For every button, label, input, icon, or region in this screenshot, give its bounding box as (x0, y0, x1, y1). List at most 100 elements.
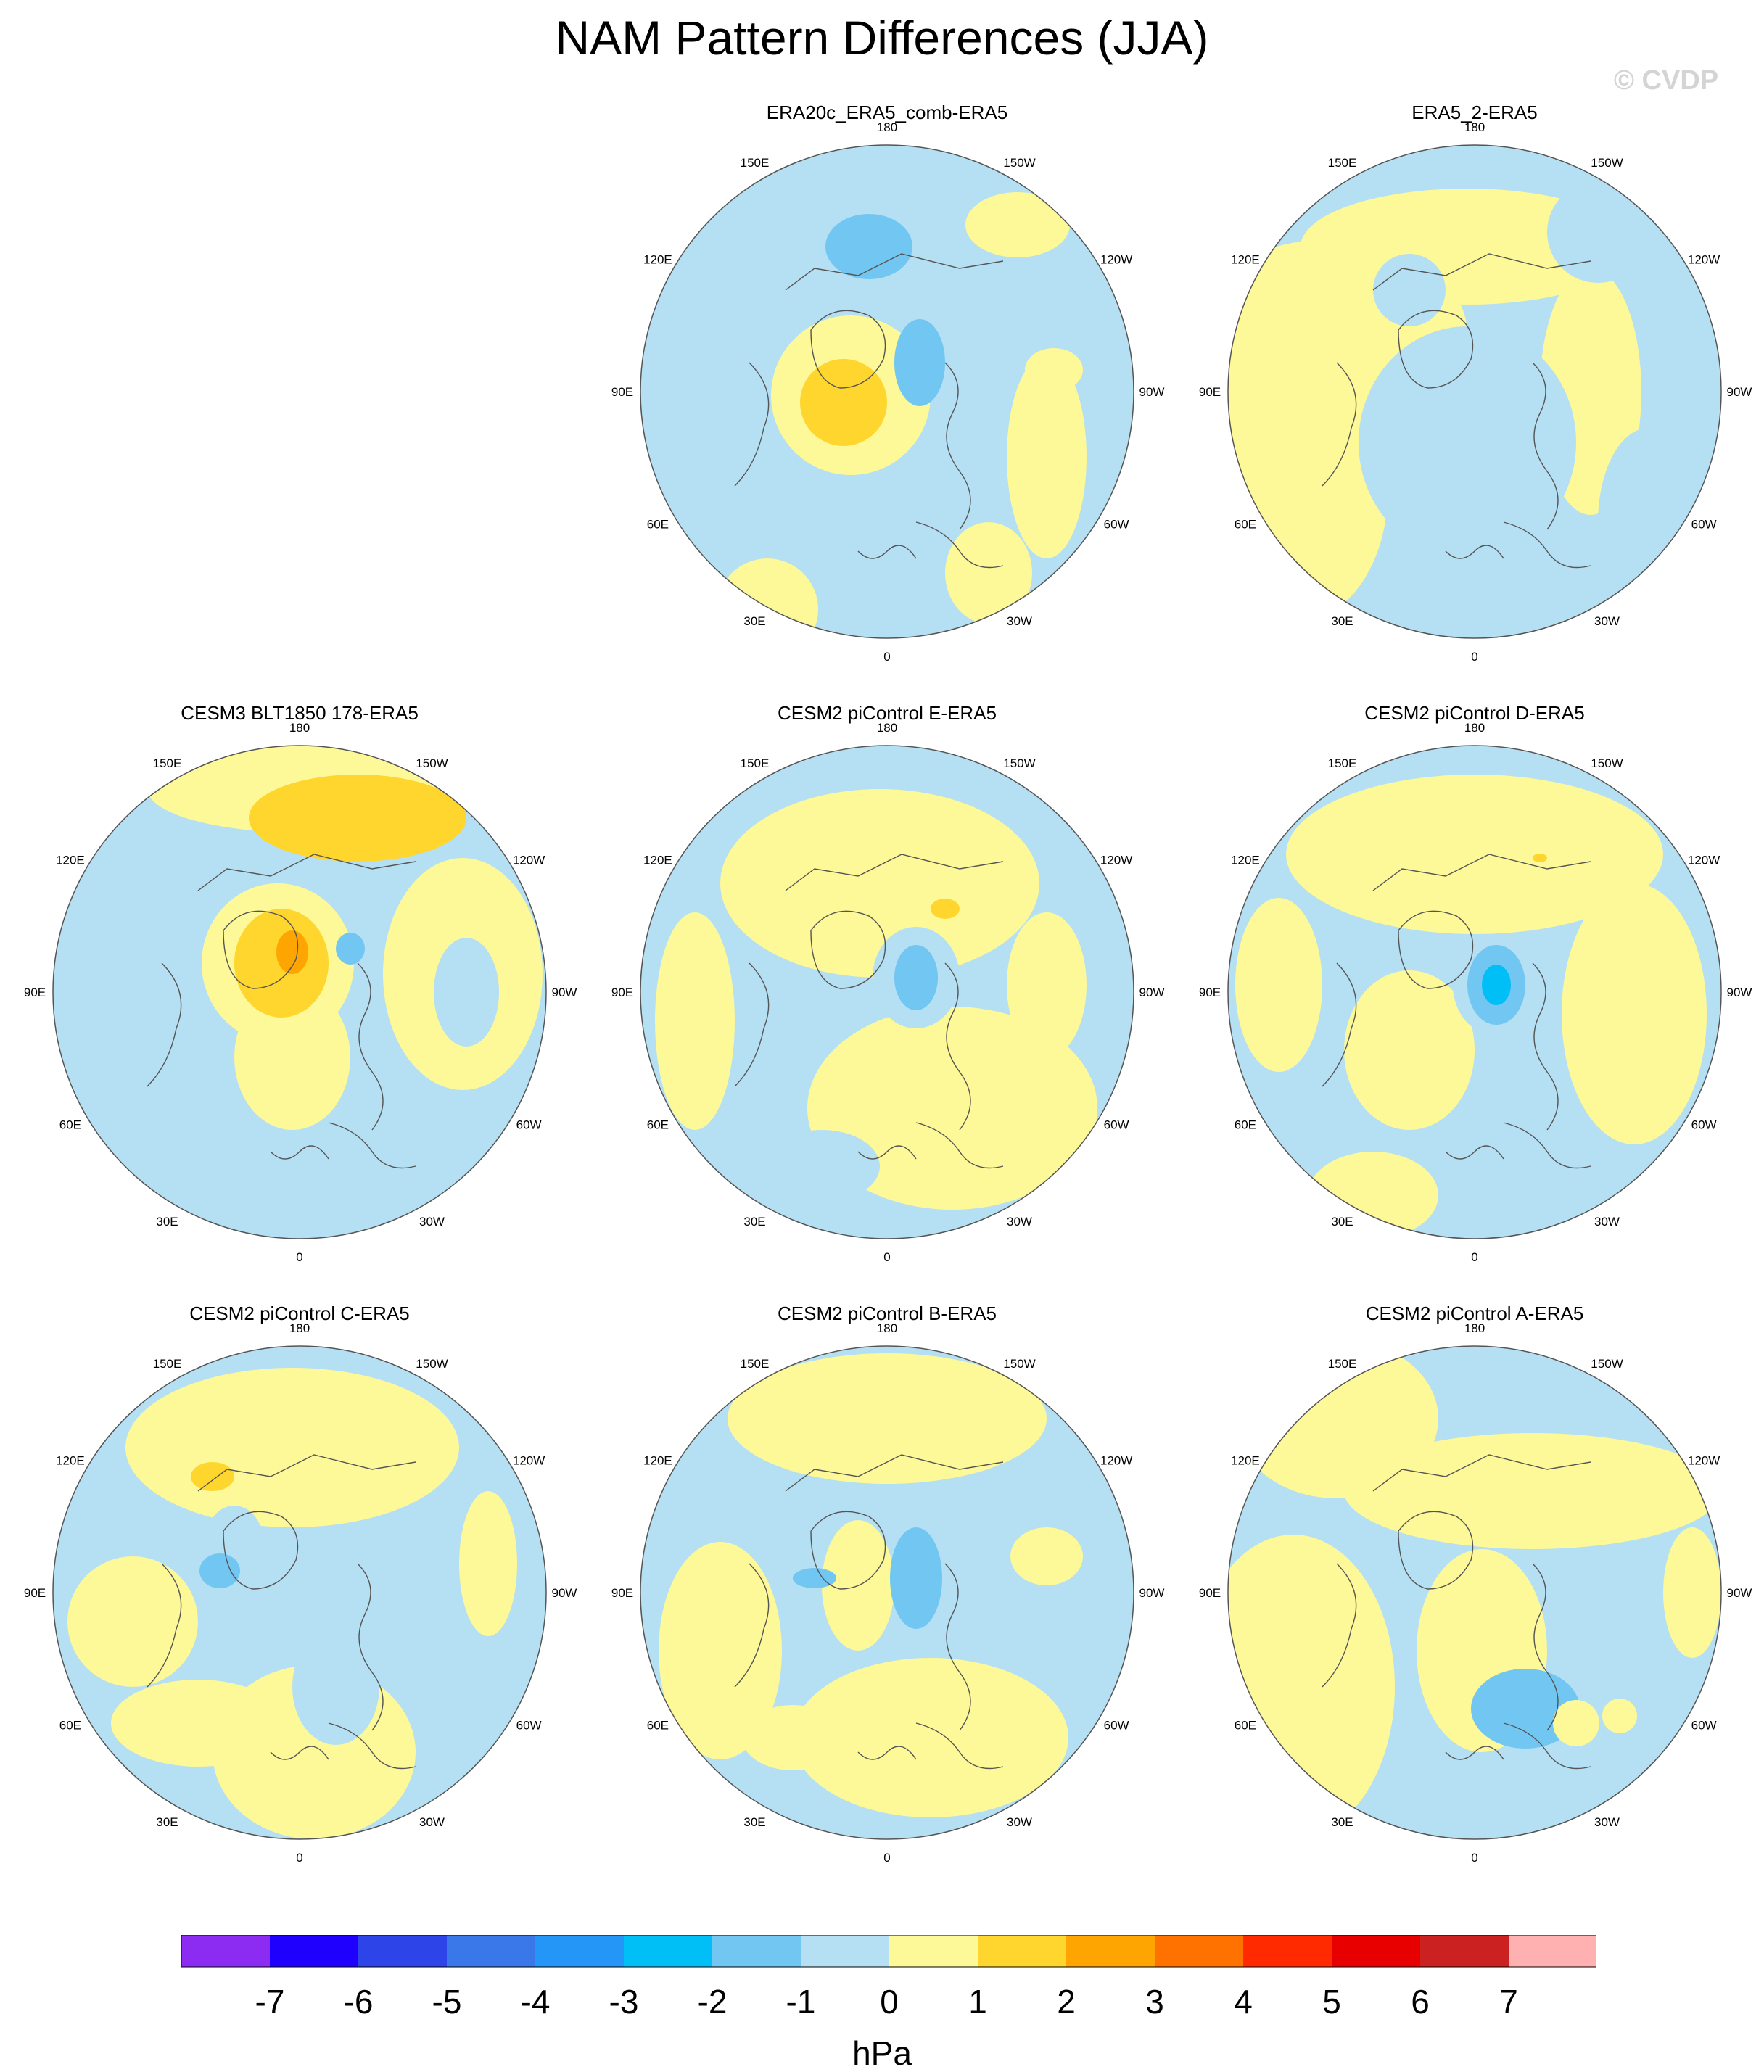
coastline (1372, 253, 1591, 291)
longitude-label: 150W (1003, 756, 1035, 770)
longitude-label: 0 (883, 650, 890, 664)
coastline (915, 1722, 1004, 1770)
field-region (276, 930, 308, 974)
colorbar-swatch (181, 1935, 270, 1967)
coastline (1322, 362, 1357, 487)
colorbar-tick-label: 6 (1411, 1983, 1430, 2021)
colorbar-tick-label: -1 (786, 1983, 816, 2021)
longitude-label: 150E (153, 1357, 182, 1371)
field-region (764, 1130, 880, 1202)
coastline (944, 962, 971, 1131)
colorbar-swatch (270, 1935, 358, 1967)
longitude-label: 180 (877, 1321, 897, 1335)
map-boundary (640, 1345, 1134, 1840)
field-region (67, 1556, 198, 1687)
map-boundary (1227, 1345, 1722, 1840)
colorbar-tick-label: 4 (1234, 1983, 1253, 2021)
field-region (1471, 1669, 1580, 1749)
field-region (1663, 261, 1721, 421)
colorbar-swatch (801, 1935, 889, 1967)
polar-map: 180 150E 120E 90E 60E 30E 0 30W 60W 90W 120W 150W (1199, 1321, 1752, 1865)
longitude-label: 150W (416, 1357, 448, 1371)
longitude-label: 0 (1471, 1851, 1477, 1865)
longitude-label: 30W (1594, 1815, 1620, 1829)
field-region (1663, 1527, 1721, 1658)
longitude-label: 60E (59, 1719, 81, 1733)
longitude-label: 30E (1331, 1215, 1353, 1229)
longitude-label: 120W (1688, 253, 1720, 267)
longitude-label: 0 (883, 1851, 890, 1865)
longitude-label: 90E (24, 986, 46, 999)
colorbar-tick-label: -2 (698, 1983, 728, 2021)
colorbar-swatch (1155, 1935, 1243, 1967)
coastline (328, 1722, 416, 1770)
longitude-label: 60W (1104, 1118, 1129, 1132)
polar-map: 180 150E 120E 90E 60E 30E 0 30W 60W 90W 120W 150W (1199, 721, 1752, 1264)
coastline (915, 1122, 1004, 1169)
field-region (459, 1491, 517, 1636)
field-region (1533, 854, 1547, 862)
coastline (785, 253, 1004, 291)
longitude-label: 120E (643, 1454, 672, 1468)
field-region (1025, 348, 1083, 392)
colorbar-swatch (1243, 1935, 1332, 1967)
coastline (1322, 1563, 1357, 1688)
longitude-label: 180 (877, 721, 897, 735)
field-region (434, 938, 499, 1047)
panel-title: ERA5_2-ERA5 (1411, 102, 1538, 123)
field-region (1286, 775, 1663, 934)
colorbar-swatch (624, 1935, 712, 1967)
coastline (1532, 362, 1559, 530)
longitude-label: 60W (1691, 1118, 1717, 1132)
coastline (1372, 854, 1591, 891)
longitude-label: 0 (1471, 650, 1477, 664)
field-region (1602, 1699, 1637, 1733)
longitude-label: 30E (156, 1215, 178, 1229)
longitude-label: 30W (1007, 1215, 1032, 1229)
longitude-label: 90W (1727, 986, 1752, 999)
longitude-label: 120W (513, 854, 545, 867)
field-region (793, 1658, 1068, 1817)
polar-map: 180 150E 120E 90E 60E 30E 0 30W 60W 90W 120W 150W (611, 1321, 1165, 1865)
coastline (223, 1511, 299, 1590)
colorbar-swatch (978, 1935, 1066, 1967)
map-panel: ERA20c_ERA5_comb-ERA5 180 150E 120E 90E 60E 3… (590, 102, 1184, 703)
field-region (1308, 1152, 1438, 1239)
field-region (800, 359, 887, 446)
coastline (785, 1454, 1004, 1492)
longitude-label: 150W (1003, 1357, 1035, 1371)
longitude-label: 150W (416, 756, 448, 770)
coastline (857, 1746, 917, 1760)
longitude-label: 150W (1003, 156, 1035, 170)
longitude-label: 150W (1591, 1357, 1623, 1371)
longitude-label: 90W (1139, 385, 1165, 399)
coastline (223, 910, 299, 989)
coastline (147, 1563, 182, 1688)
longitude-label: 120W (1100, 253, 1132, 267)
map-panel: CESM3 BLT1850 178-ERA5 180 150E 120E 90E 60E… (2, 702, 597, 1304)
colorbar-tick-label: 7 (1499, 1983, 1518, 2021)
colorbar-swatch (1066, 1935, 1155, 1967)
field-region (1007, 912, 1087, 1057)
colorbar-swatch (712, 1935, 801, 1967)
colorbar-tick-label: -4 (521, 1983, 551, 2021)
field-region (1553, 1700, 1599, 1746)
longitude-label: 120W (1100, 1454, 1132, 1468)
coastline (944, 1563, 971, 1731)
longitude-label: 150E (1328, 1357, 1357, 1371)
longitude-label: 120W (1688, 854, 1720, 867)
field-region (655, 912, 735, 1130)
longitude-label: 120W (513, 1454, 545, 1468)
colorbar-tick-label: 2 (1057, 1983, 1076, 2021)
longitude-label: 60W (1691, 1719, 1717, 1733)
longitude-label: 60E (1235, 1118, 1256, 1132)
longitude-label: 120E (1231, 253, 1260, 267)
colorbar-tick-label: 1 (968, 1983, 987, 2021)
longitude-label: 90E (611, 986, 633, 999)
longitude-label: 150E (1328, 756, 1357, 770)
longitude-label: 120E (643, 854, 672, 867)
longitude-label: 90E (1199, 1586, 1221, 1600)
longitude-label: 120E (1231, 1454, 1260, 1468)
longitude-label: 120W (1688, 1454, 1720, 1468)
longitude-label: 30E (1331, 614, 1353, 628)
